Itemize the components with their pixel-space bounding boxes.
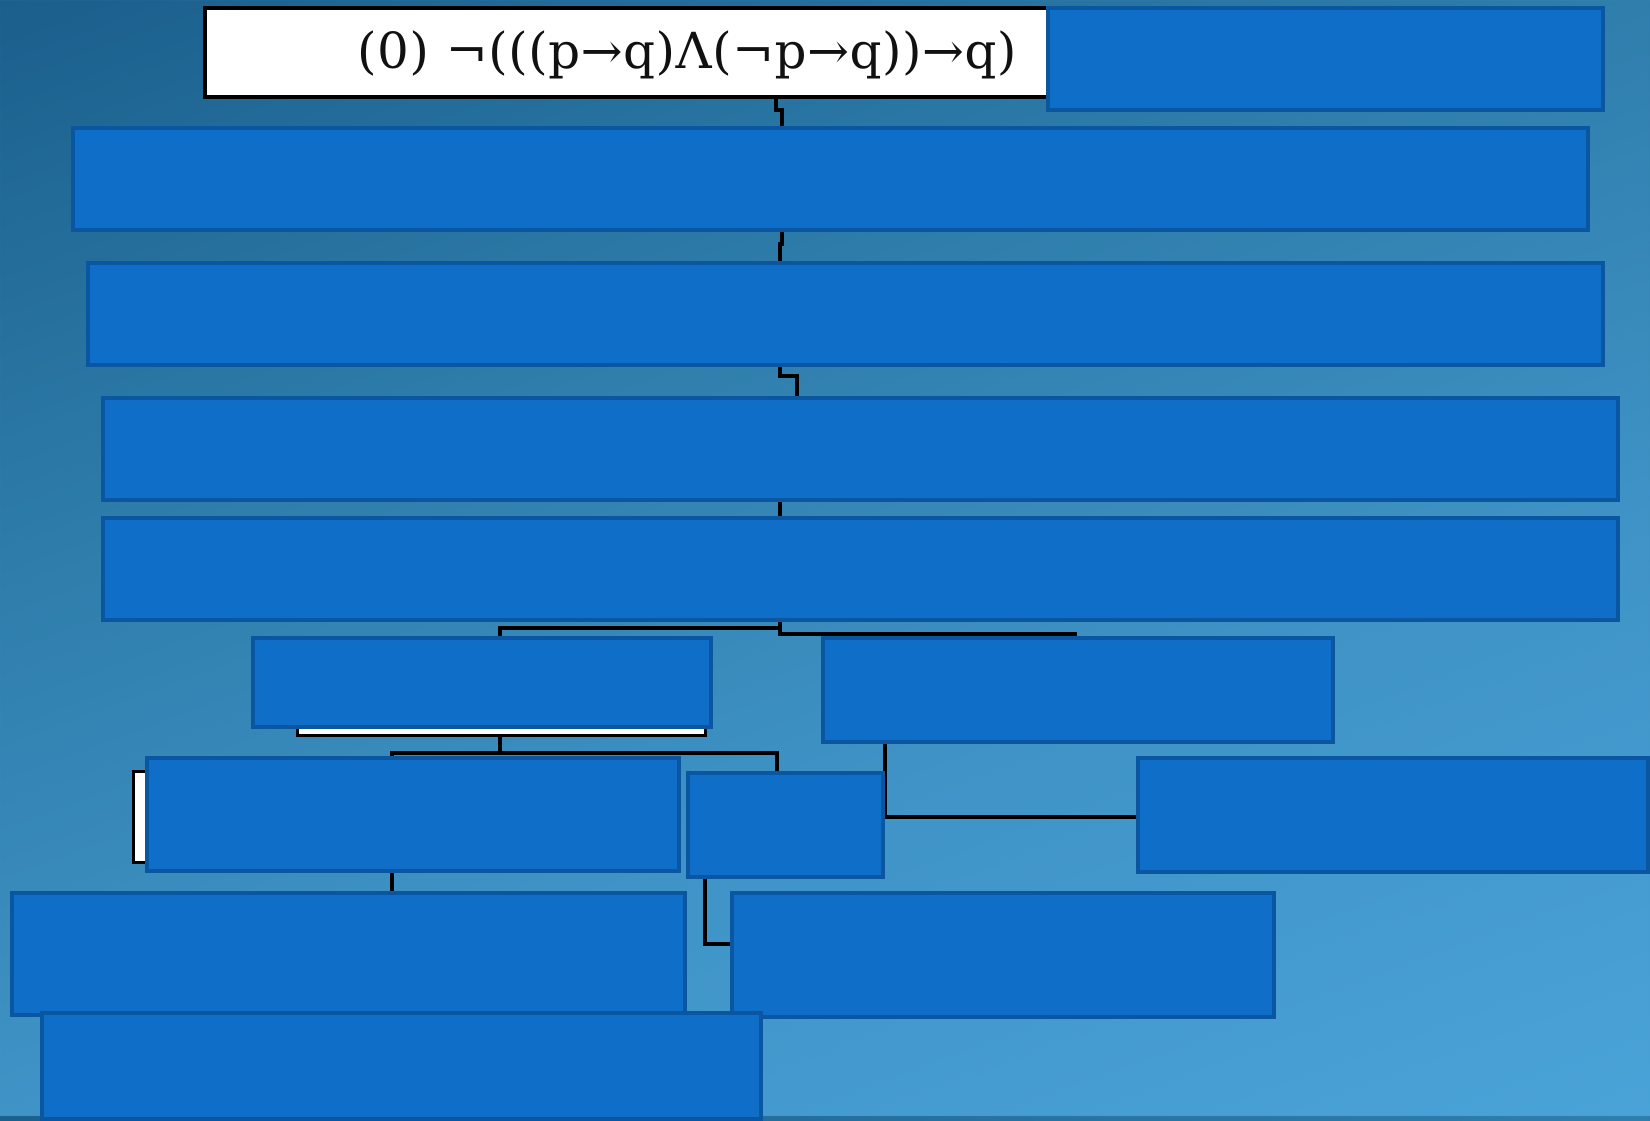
connector-left-split: [390, 728, 502, 757]
cover-box-middle-child: [686, 771, 885, 879]
connector-n2-to-n3: [778, 367, 799, 396]
cover-box-right-branch: [821, 636, 1335, 744]
cover-box-top-right: [1046, 6, 1605, 112]
cover-box-bottom-middle: [730, 891, 1276, 1019]
connector-n4-to-left: [498, 622, 782, 637]
connector-n1-to-n2: [778, 231, 784, 262]
connector-left-to-mid: [500, 751, 779, 772]
root-formula-box: (0) ¬(((p→q)Λ(¬p→q))→q): [203, 6, 1053, 99]
cover-box-far-right-child: [1136, 756, 1650, 874]
cover-box-level-4: [101, 516, 1620, 622]
connector-mid-to-bottom: [703, 878, 730, 946]
connector-root-to-n1: [774, 99, 784, 126]
cover-box-bottom-left: [10, 891, 687, 1017]
cover-box-bottom-lowest: [40, 1011, 763, 1121]
cover-box-level-1: [71, 126, 1590, 232]
cover-box-left-branch: [251, 636, 713, 729]
root-formula: (0) ¬(((p→q)Λ(¬p→q))→q): [357, 22, 1017, 80]
connector-right-to-far: [883, 742, 1137, 819]
cover-box-level-3: [101, 396, 1620, 502]
cover-box-level-2: [86, 261, 1605, 367]
connector-n4-to-right: [778, 628, 1077, 637]
cover-box-left-child: [145, 756, 681, 873]
